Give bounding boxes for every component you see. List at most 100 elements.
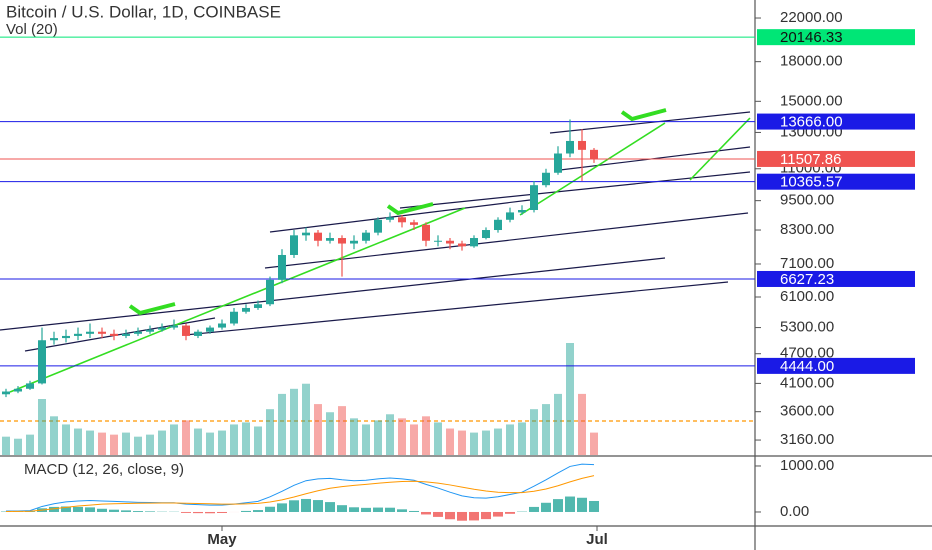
candle-body: [182, 325, 190, 336]
y-tick-label: 6100.00: [780, 288, 834, 305]
volume-bar: [110, 434, 118, 455]
macd-histogram-bar: [265, 506, 275, 512]
macd-histogram-bar: [445, 511, 455, 520]
candle-body: [326, 238, 334, 241]
macd-histogram-bar: [373, 507, 383, 512]
price-label: 13666.00: [780, 114, 843, 131]
volume-bar: [230, 424, 238, 455]
candle-body: [74, 333, 82, 336]
y-tick-label: 18000.00: [780, 53, 843, 70]
y-tick-label: 4700.00: [780, 345, 834, 362]
candle-body: [230, 311, 238, 324]
macd-histogram-bar: [241, 510, 251, 512]
candle-body: [218, 323, 226, 328]
candle-body: [86, 331, 94, 334]
candle-body: [338, 238, 346, 244]
candle-body: [566, 140, 574, 154]
trend-line: [689, 117, 751, 181]
y-tick-label: 22000.00: [780, 9, 843, 26]
candle-body: [554, 153, 562, 173]
trend-line: [9, 207, 466, 393]
trend-line: [184, 281, 729, 336]
macd-histogram-bar: [541, 502, 551, 512]
candle-body: [302, 232, 310, 236]
macd-histogram-bar: [73, 506, 83, 512]
volume-bar: [50, 416, 58, 455]
price-label-box: [757, 150, 915, 167]
volume-bar: [242, 422, 250, 455]
volume-bar: [158, 430, 166, 455]
volume-bar: [86, 430, 94, 455]
candle-body: [578, 140, 586, 150]
candle-body: [50, 338, 58, 341]
candle-body: [470, 238, 478, 247]
candle-body: [242, 307, 250, 312]
y-tick-label: 7100.00: [780, 255, 834, 272]
volume-bar: [326, 412, 334, 455]
macd-histogram-bar: [301, 498, 311, 512]
macd-histogram-bar: [589, 500, 599, 512]
volume-bar: [146, 434, 154, 455]
price-label-box: [757, 357, 915, 374]
candle-body: [518, 210, 526, 213]
volume-bar: [302, 383, 310, 455]
candle-body: [530, 185, 538, 211]
macd-histogram-bar: [457, 511, 467, 521]
volume-bar: [74, 428, 82, 455]
price-label: 10365.57: [780, 174, 843, 191]
chart-title: Bitcoin / U.S. Dollar, 1D, COINBASE: [6, 2, 281, 21]
candle-body: [506, 212, 514, 220]
volume-bar: [446, 428, 454, 455]
macd-histogram-bar: [217, 511, 227, 513]
check-mark: [386, 202, 434, 216]
macd-histogram-bar: [145, 511, 155, 512]
y-tick-label: 3160.00: [780, 431, 834, 448]
volume-bar: [494, 428, 502, 455]
volume-bar: [386, 414, 394, 455]
volume-bar: [506, 424, 514, 455]
macd-histogram-bar: [49, 506, 59, 512]
trend-line: [269, 199, 531, 233]
volume-bar: [350, 418, 358, 455]
y-tick-label: 3600.00: [780, 403, 834, 420]
candle-body: [434, 240, 442, 242]
volume-bar: [266, 409, 274, 455]
volume-bar: [134, 436, 142, 455]
volume-label: Vol (20): [6, 21, 58, 38]
macd-histogram-bar: [481, 511, 491, 520]
y-tick-label: 15000.00: [780, 92, 843, 109]
check-mark: [620, 108, 667, 122]
candle-body: [110, 333, 118, 336]
volume-bar: [14, 438, 22, 455]
candle-body: [146, 329, 154, 332]
candle-body: [2, 391, 10, 395]
y-tick-label: 9500.00: [780, 192, 834, 209]
candle-body: [458, 243, 466, 247]
price-label-box: [757, 29, 915, 46]
volume-bar: [458, 430, 466, 455]
candle-body: [290, 235, 298, 255]
volume-bar: [554, 393, 562, 455]
macd-histogram-bar: [253, 510, 263, 512]
volume-bar: [542, 404, 550, 455]
macd-histogram-bar: [337, 505, 347, 512]
macd-histogram-bar: [409, 510, 419, 512]
price-label: 6627.23: [780, 271, 834, 288]
macd-histogram-bar: [61, 506, 71, 512]
macd-histogram-bar: [529, 506, 539, 512]
trend-line: [549, 111, 751, 134]
y-tick-label: 0.00: [780, 503, 809, 520]
macd-line: [6, 463, 595, 512]
candle-body: [398, 217, 406, 223]
volume-bar: [362, 424, 370, 455]
trend-line: [0, 257, 666, 331]
candle-body: [194, 331, 202, 336]
candle-body: [134, 331, 142, 334]
candle-body: [98, 331, 106, 334]
candle-body: [266, 279, 274, 305]
macd-histogram-bar: [349, 507, 359, 512]
candle-body: [314, 232, 322, 241]
volume-bar: [2, 436, 10, 455]
candle-body: [158, 327, 166, 330]
